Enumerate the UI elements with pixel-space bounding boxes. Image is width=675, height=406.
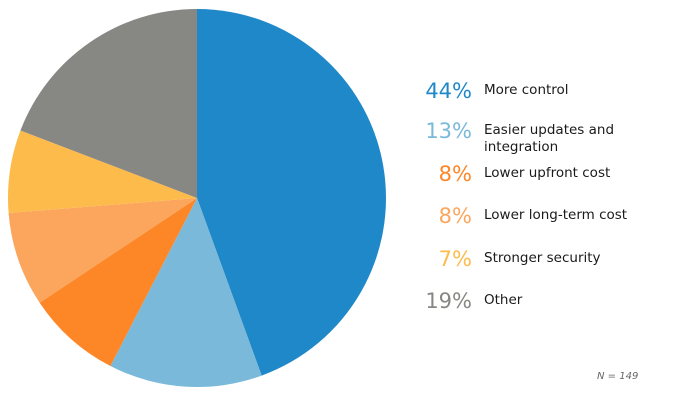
legend-label-1: Easier updates and integration bbox=[484, 122, 615, 155]
legend-item-4: 7% Stronger security bbox=[412, 248, 672, 270]
pie-slice-1 bbox=[110, 198, 262, 387]
legend-percent-0: 44% bbox=[425, 79, 472, 103]
pie-slice-5 bbox=[20, 9, 198, 198]
legend-item-2: 8% Lower upfront cost bbox=[412, 163, 672, 185]
legend-item-1: 13% Easier updates and integration bbox=[412, 120, 672, 156]
pie-slice-2 bbox=[39, 198, 197, 366]
legend-percent-1: 13% bbox=[425, 119, 472, 143]
legend-label-2: Lower upfront cost bbox=[484, 165, 611, 181]
legend-percent-2: 8% bbox=[438, 162, 472, 186]
legend-label-5: Other bbox=[484, 292, 523, 308]
legend-percent-3: 8% bbox=[438, 204, 472, 228]
legend-label-0: More control bbox=[484, 82, 569, 98]
legend-item-0: 44% More control bbox=[412, 80, 672, 102]
legend-item-3: 8% Lower long-term cost bbox=[412, 205, 672, 227]
pie-slice-4 bbox=[7, 130, 197, 213]
legend-label-3: Lower long-term cost bbox=[484, 207, 628, 223]
pie-slice-0 bbox=[197, 9, 386, 376]
pie-slice-3 bbox=[8, 198, 198, 303]
legend-percent-5: 19% bbox=[425, 289, 472, 313]
legend-percent-4: 7% bbox=[438, 247, 472, 271]
sample-size-note: N = 149 bbox=[597, 371, 639, 382]
legend-item-5: 19% Other bbox=[412, 290, 672, 312]
legend-label-4: Stronger security bbox=[484, 250, 601, 266]
